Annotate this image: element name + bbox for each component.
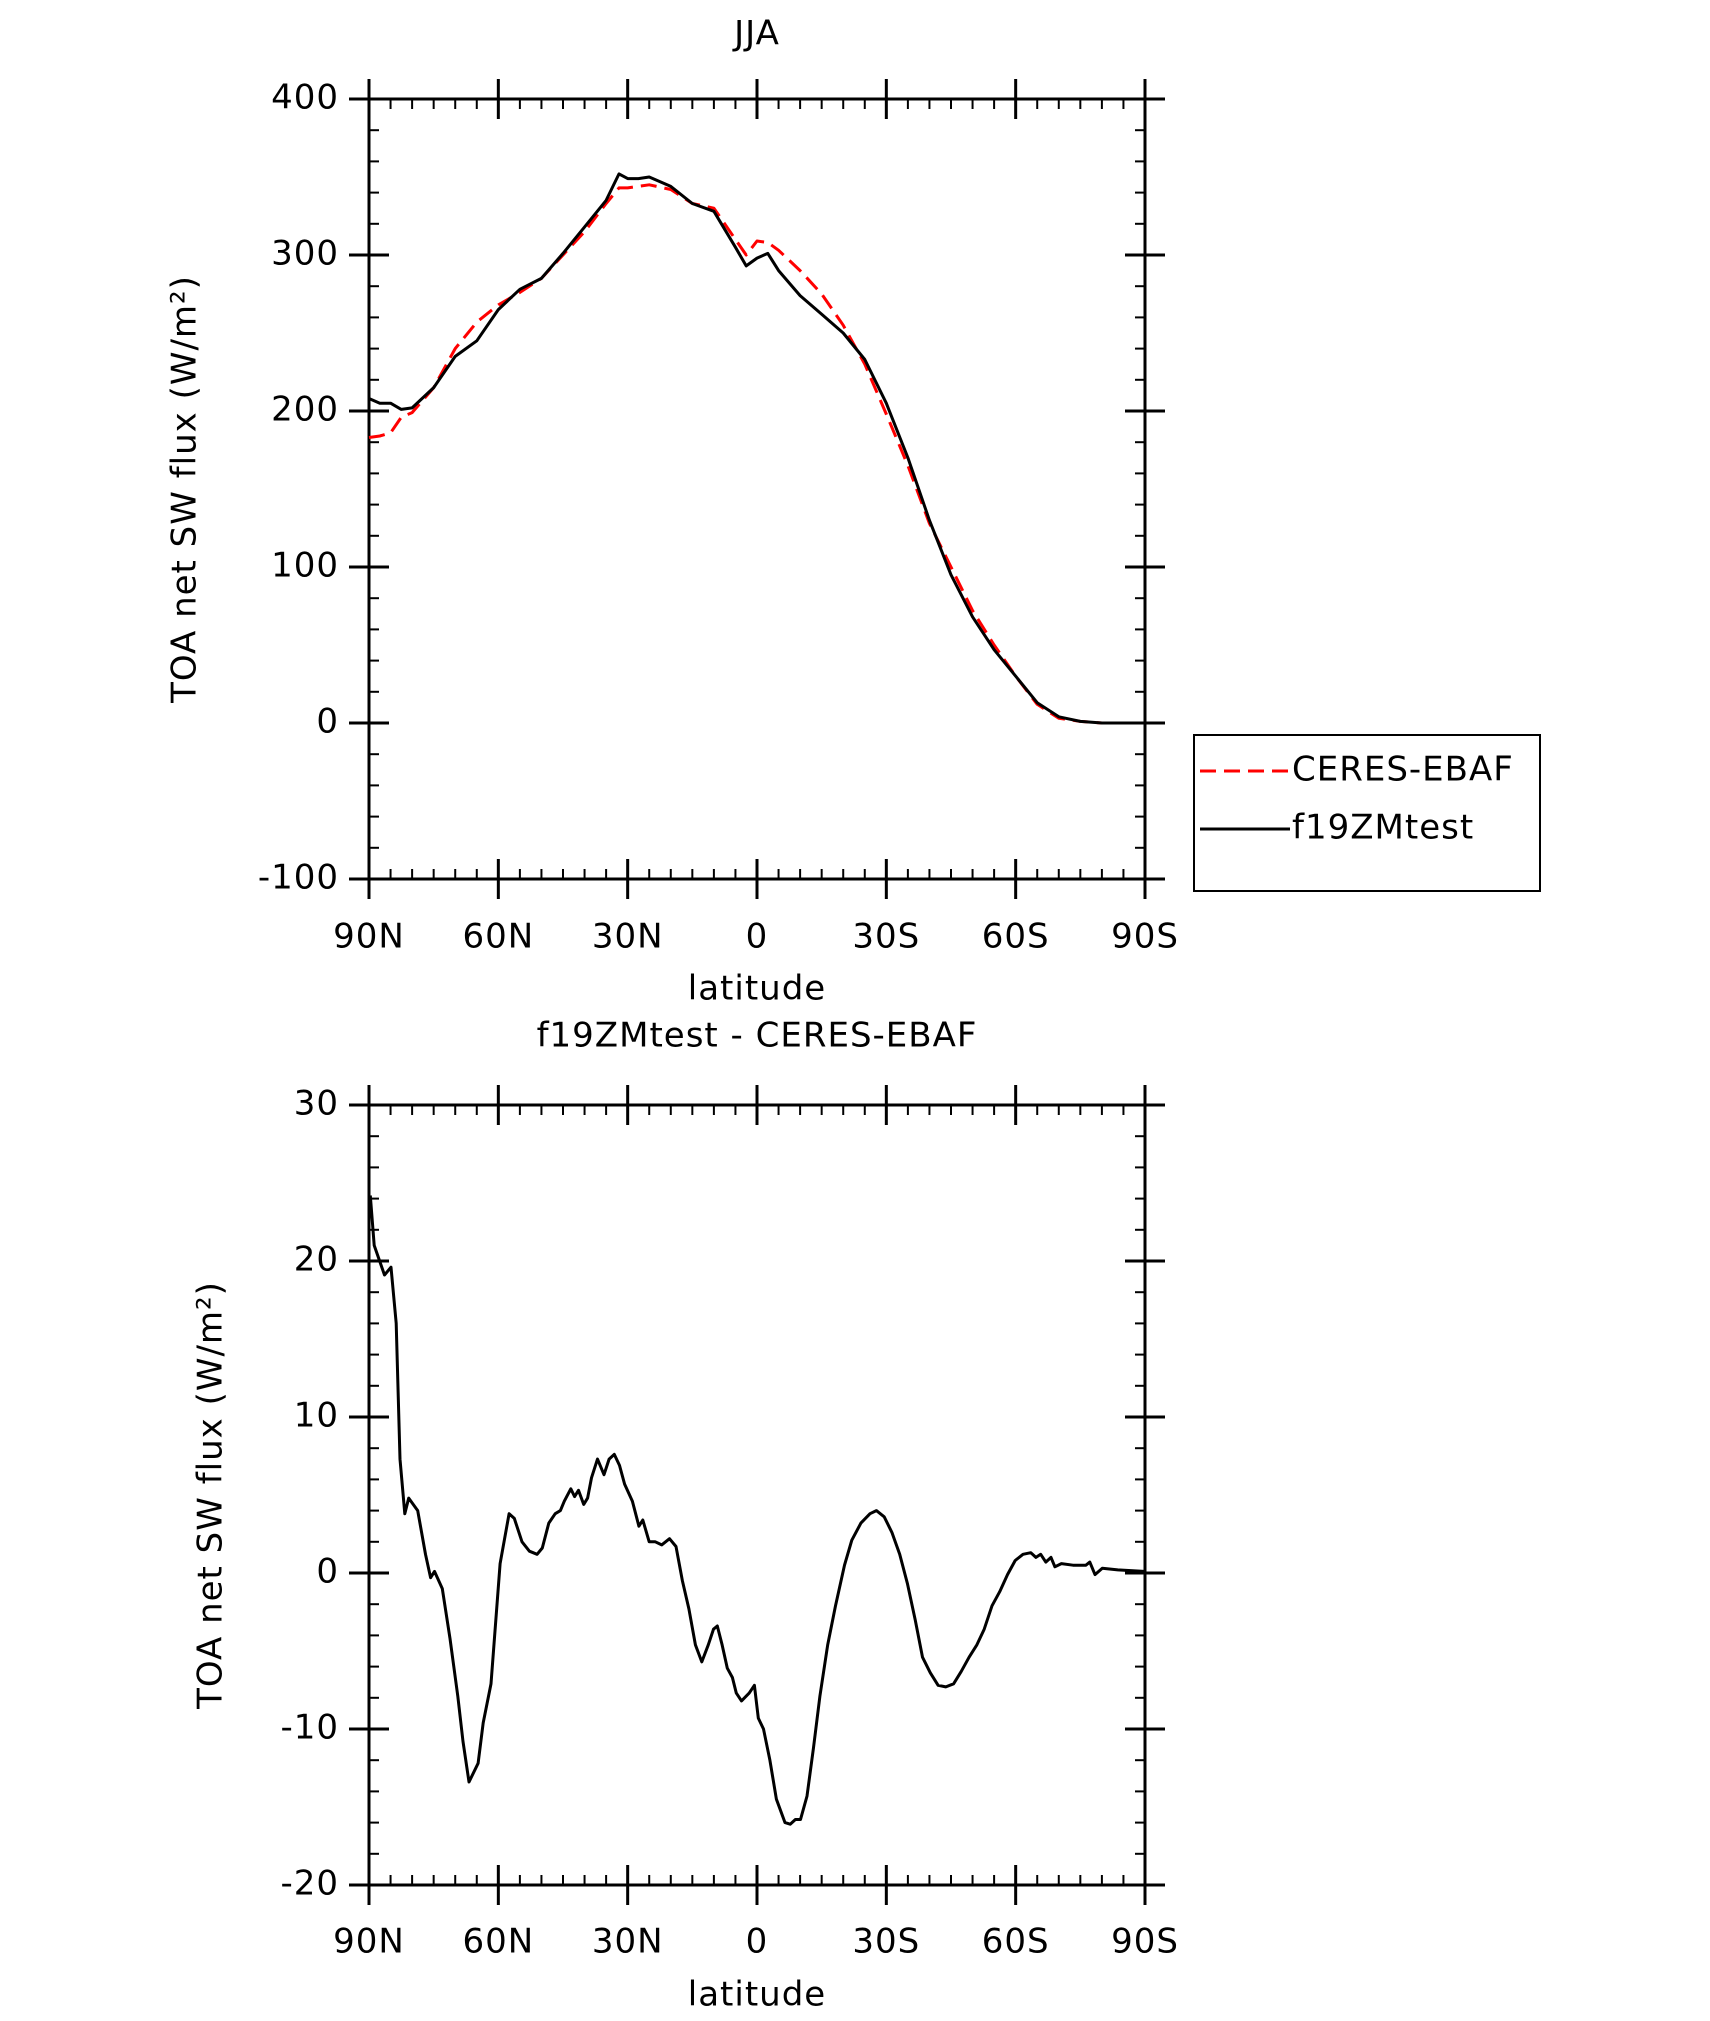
x-tick-label: 60S — [982, 1922, 1050, 1962]
line-series — [368, 172, 1145, 725]
y-tick-label: 20 — [294, 1240, 339, 1280]
y-tick-label: 0 — [316, 1552, 339, 1592]
chart-title: JJA — [732, 14, 780, 54]
x-tick-label: 60S — [982, 917, 1050, 957]
x-tick-label: 90N — [333, 1922, 405, 1962]
line-series — [368, 183, 1145, 725]
x-tick-label: 30S — [852, 917, 920, 957]
x-tick-label: 30N — [592, 917, 664, 957]
legend-label: f19ZMtest — [1292, 808, 1474, 848]
x-tick-label: 30N — [592, 1922, 664, 1962]
x-tick-label: 60N — [462, 1922, 534, 1962]
line-series — [368, 1195, 1146, 1826]
y-tick-label: 0 — [316, 702, 339, 742]
x-tick-label: 90S — [1111, 1922, 1179, 1962]
y-tick-label: -10 — [280, 1708, 339, 1748]
x-axis-label: latitude — [688, 969, 826, 1009]
y-tick-label: 10 — [294, 1396, 339, 1436]
x-axis-label: latitude — [688, 1975, 826, 2015]
y-tick-label: 400 — [271, 78, 339, 118]
chart-title: f19ZMtest - CERES-EBAF — [537, 1016, 978, 1056]
y-tick-label: -100 — [258, 858, 339, 898]
y-tick-label: 30 — [294, 1084, 339, 1124]
legend-box — [1193, 734, 1541, 892]
x-tick-label: 90S — [1111, 917, 1179, 957]
x-tick-label: 60N — [462, 917, 534, 957]
legend-label: CERES-EBAF — [1292, 750, 1514, 790]
plot-frame — [367, 97, 1147, 881]
y-axis-label: TOA net SW flux (W/m²) — [191, 1281, 231, 1710]
y-tick-label: 200 — [271, 390, 339, 430]
x-tick-label: 0 — [746, 917, 769, 957]
y-tick-label: 300 — [271, 234, 339, 274]
x-tick-label: 90N — [333, 917, 405, 957]
x-tick-label: 30S — [852, 1922, 920, 1962]
y-axis-label: TOA net SW flux (W/m²) — [165, 275, 205, 704]
plot-frame — [367, 1103, 1147, 1887]
x-tick-label: 0 — [746, 1922, 769, 1962]
y-tick-label: -20 — [280, 1864, 339, 1904]
y-tick-label: 100 — [271, 546, 339, 586]
